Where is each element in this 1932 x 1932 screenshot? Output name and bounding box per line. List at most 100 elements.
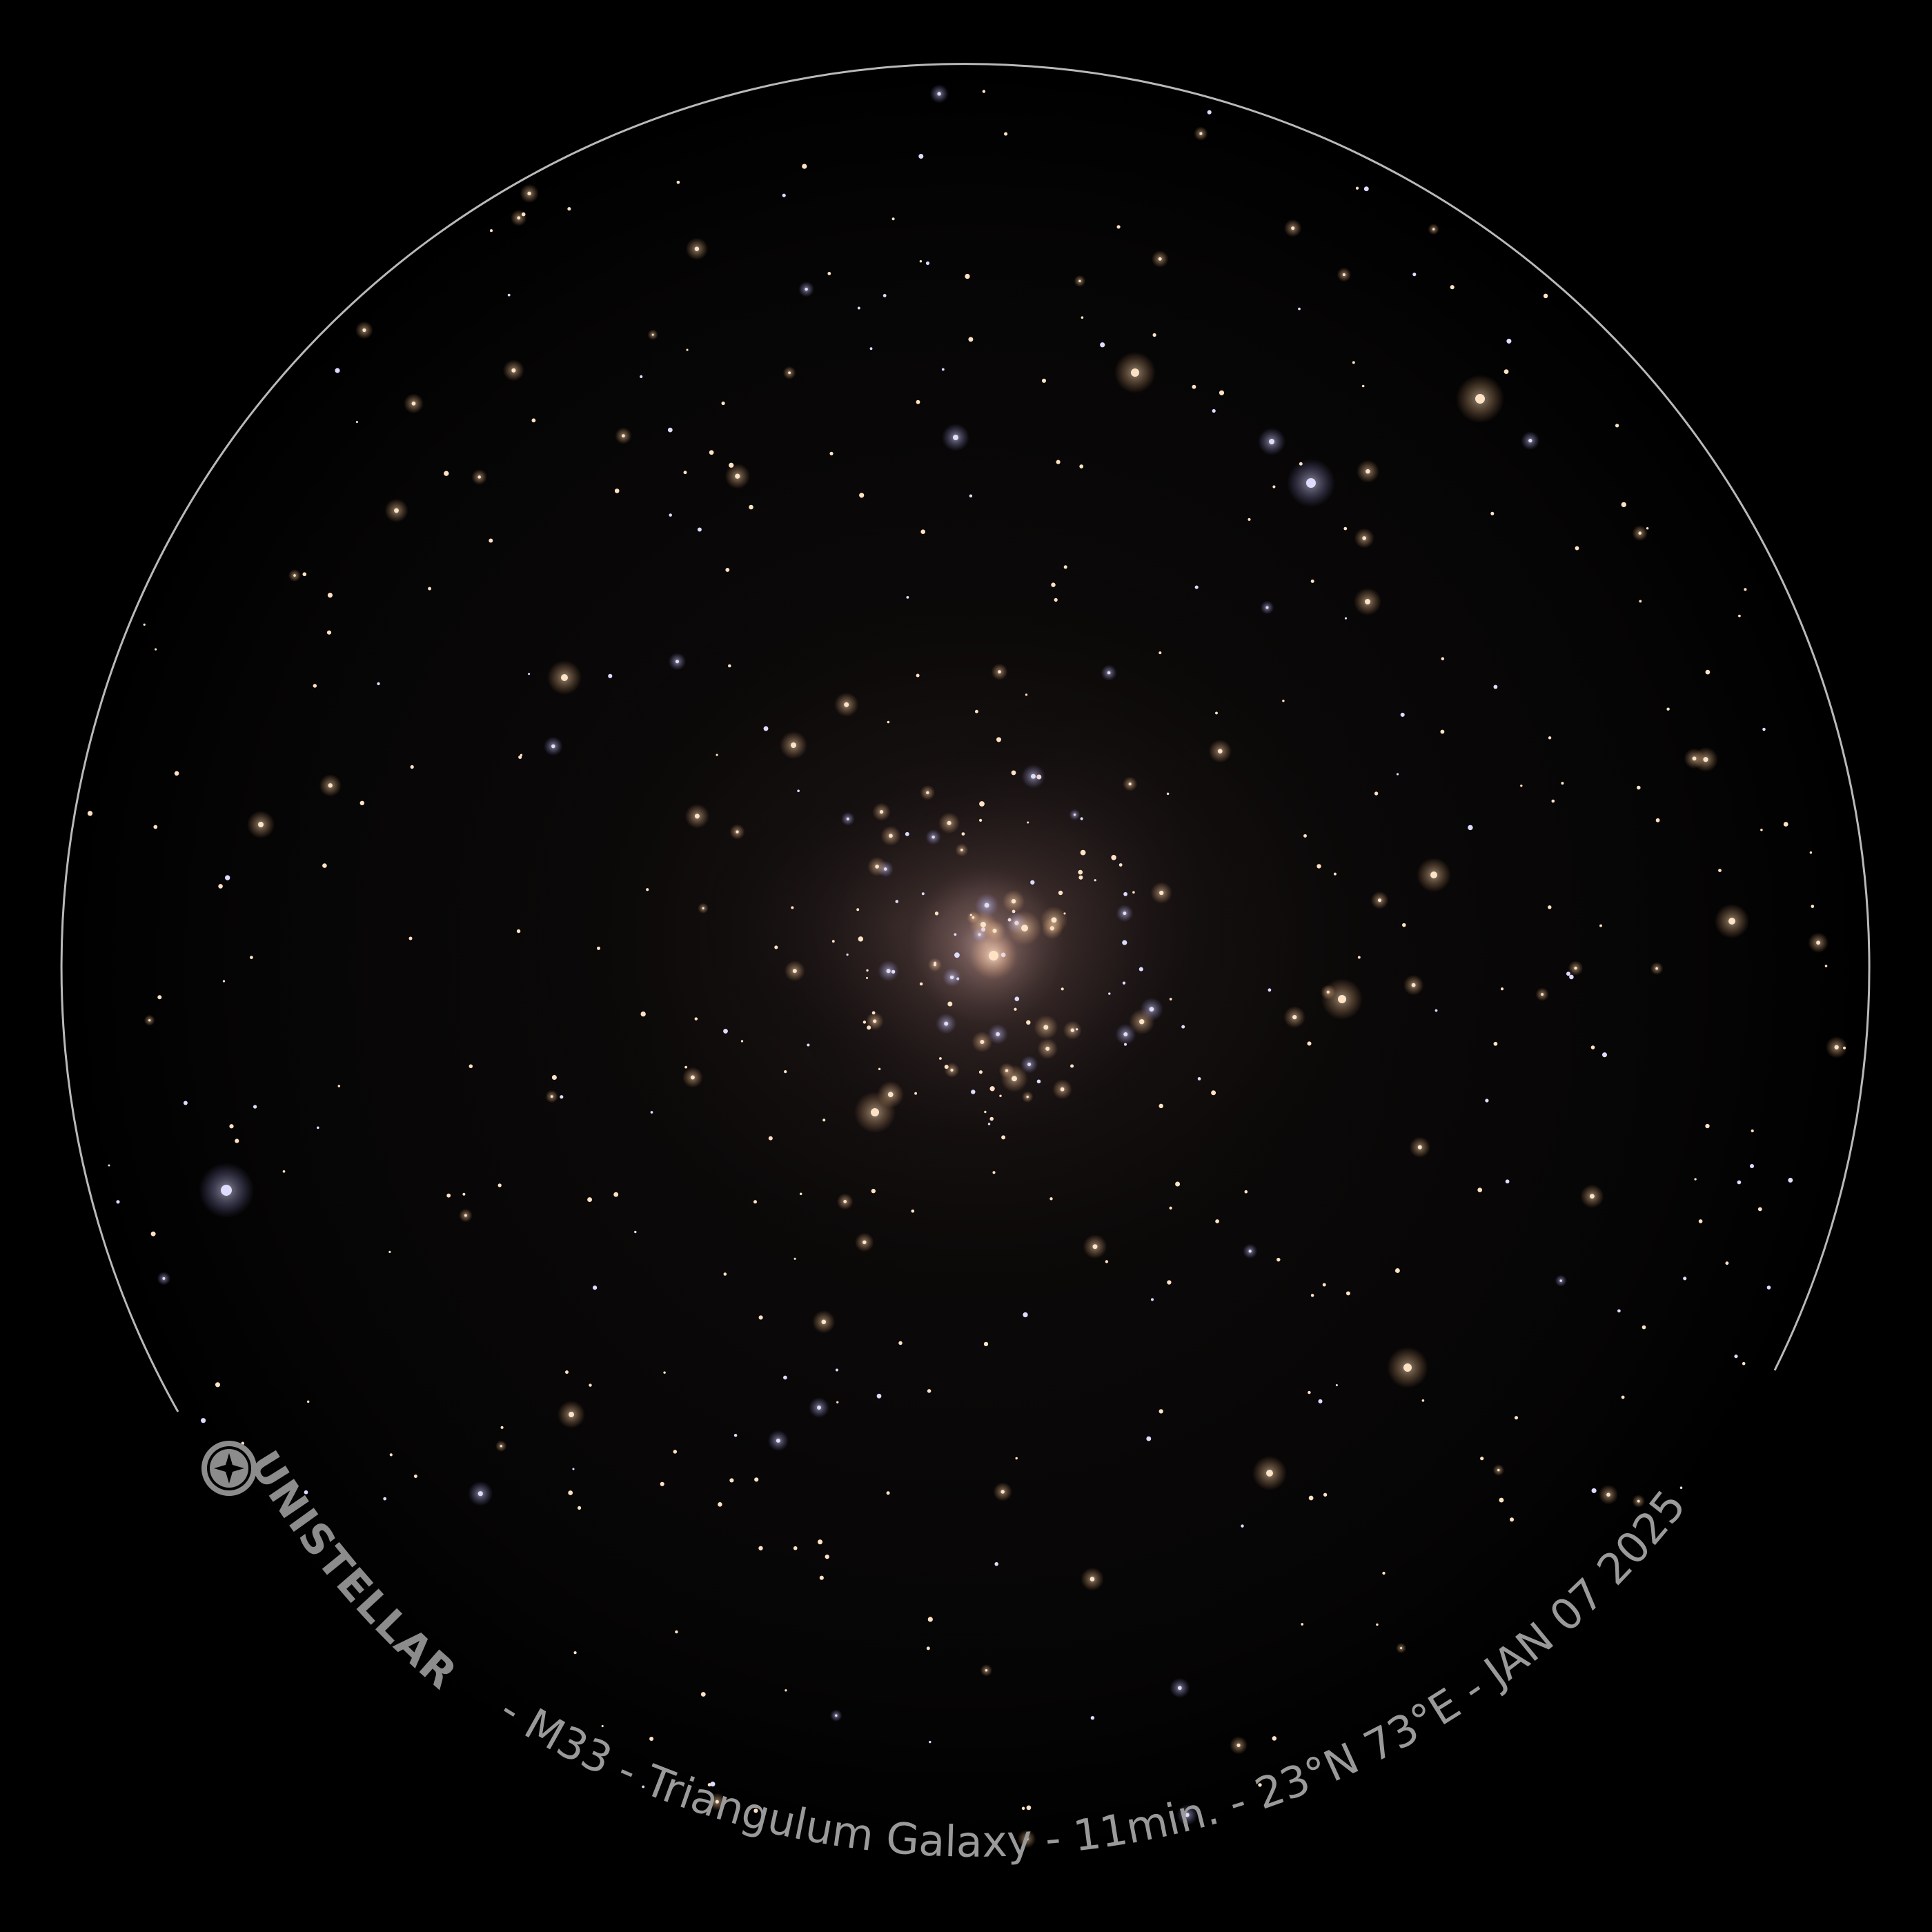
star bbox=[791, 906, 794, 909]
star bbox=[634, 1230, 637, 1234]
star bbox=[1310, 579, 1314, 583]
star bbox=[601, 1725, 604, 1728]
star bbox=[1194, 585, 1199, 589]
star bbox=[856, 908, 860, 911]
star bbox=[886, 969, 891, 974]
star bbox=[947, 820, 952, 825]
star bbox=[919, 982, 923, 986]
star bbox=[1430, 871, 1437, 878]
star bbox=[1308, 1390, 1311, 1394]
star bbox=[1236, 1743, 1241, 1747]
star bbox=[1561, 782, 1564, 785]
star bbox=[1258, 1783, 1262, 1787]
star bbox=[999, 1094, 1002, 1097]
star bbox=[1060, 1087, 1065, 1092]
star bbox=[153, 825, 158, 829]
star bbox=[1718, 869, 1722, 872]
star bbox=[1475, 394, 1485, 404]
star bbox=[596, 946, 601, 950]
star bbox=[950, 1068, 954, 1072]
star bbox=[1338, 995, 1346, 1003]
star bbox=[859, 493, 865, 498]
star bbox=[1108, 992, 1111, 995]
star bbox=[729, 1478, 734, 1483]
star bbox=[143, 623, 146, 626]
star bbox=[886, 1491, 890, 1495]
star bbox=[843, 1200, 847, 1203]
star bbox=[1128, 782, 1132, 786]
star bbox=[1063, 565, 1067, 569]
star bbox=[911, 1209, 915, 1213]
star bbox=[359, 800, 365, 806]
star bbox=[1146, 1436, 1152, 1441]
star bbox=[793, 1257, 796, 1260]
star bbox=[1169, 998, 1172, 1000]
star bbox=[1116, 225, 1121, 229]
star bbox=[1131, 368, 1139, 377]
star bbox=[316, 1126, 319, 1130]
star bbox=[931, 835, 935, 839]
star bbox=[1276, 1257, 1281, 1262]
star bbox=[807, 1043, 810, 1047]
star bbox=[1705, 669, 1711, 675]
star bbox=[1159, 1103, 1163, 1109]
star bbox=[933, 963, 937, 967]
star bbox=[669, 513, 672, 517]
star bbox=[729, 462, 734, 468]
star bbox=[1150, 1298, 1154, 1301]
star bbox=[1291, 226, 1295, 230]
star bbox=[1026, 1805, 1032, 1811]
star bbox=[683, 471, 687, 475]
star bbox=[792, 969, 797, 974]
star bbox=[1543, 293, 1548, 299]
star bbox=[1363, 186, 1369, 192]
star bbox=[1303, 834, 1307, 838]
star bbox=[592, 1285, 598, 1290]
star bbox=[1403, 1363, 1412, 1372]
star bbox=[835, 1368, 838, 1372]
star bbox=[1811, 905, 1815, 908]
star bbox=[835, 1714, 838, 1717]
star bbox=[1760, 829, 1763, 831]
star bbox=[306, 1400, 310, 1403]
star bbox=[1159, 651, 1162, 655]
star bbox=[858, 936, 864, 942]
star bbox=[968, 337, 974, 342]
star bbox=[1655, 967, 1658, 970]
star bbox=[1080, 817, 1083, 820]
star bbox=[954, 952, 960, 958]
star bbox=[829, 451, 834, 455]
star bbox=[1080, 849, 1086, 856]
star bbox=[1123, 1032, 1128, 1037]
star bbox=[982, 90, 986, 93]
star bbox=[1376, 1623, 1379, 1626]
star bbox=[984, 1110, 987, 1114]
star bbox=[1705, 1123, 1710, 1129]
star bbox=[1637, 1499, 1640, 1503]
star bbox=[799, 1192, 802, 1196]
star bbox=[788, 371, 791, 375]
star bbox=[1683, 1276, 1687, 1281]
star bbox=[646, 888, 649, 891]
star bbox=[1307, 1041, 1312, 1046]
star bbox=[446, 1193, 451, 1198]
star bbox=[1343, 526, 1348, 531]
star bbox=[411, 401, 416, 406]
star bbox=[108, 1164, 110, 1167]
star bbox=[1506, 338, 1512, 344]
star bbox=[1118, 863, 1123, 867]
star bbox=[1306, 478, 1316, 488]
star bbox=[642, 1785, 645, 1788]
star bbox=[388, 1250, 391, 1253]
star bbox=[1021, 925, 1028, 931]
star bbox=[1248, 1250, 1252, 1253]
star bbox=[1292, 1014, 1297, 1020]
star bbox=[1374, 791, 1379, 796]
star bbox=[673, 1450, 678, 1454]
star bbox=[992, 1171, 996, 1174]
star bbox=[797, 789, 800, 792]
star bbox=[965, 273, 970, 279]
star bbox=[1742, 1361, 1746, 1366]
star-field bbox=[87, 84, 1848, 1849]
star bbox=[895, 900, 899, 903]
